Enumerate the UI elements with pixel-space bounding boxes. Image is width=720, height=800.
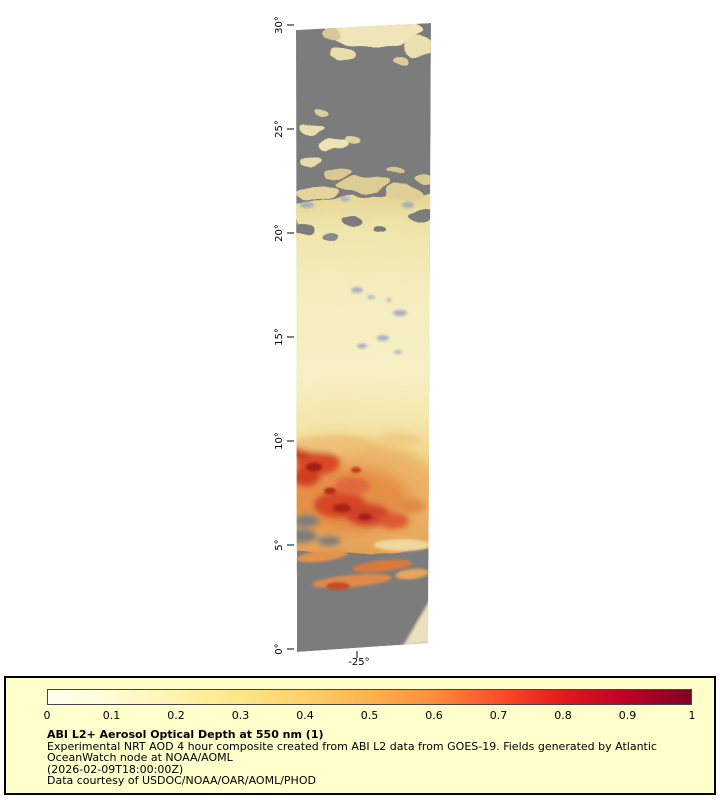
lat-tick-label-10: 10° xyxy=(273,432,285,450)
colorbar-tick-label: 0 xyxy=(43,709,51,722)
lat-tick-label-5: 5° xyxy=(273,539,285,551)
caption-panel: 0 0.1 0.2 0.3 0.4 0.5 0.6 0.7 0.8 0.9 1 … xyxy=(4,676,716,795)
colorbar-tick-label: 0.4 xyxy=(296,709,314,722)
colorbar-tick-label: 0.2 xyxy=(167,709,185,722)
colorbar-tick-label: 0.1 xyxy=(102,709,121,722)
colorbar-tick-label: 0.3 xyxy=(231,709,250,722)
caption-title: ABI L2+ Aerosol Optical Depth at 550 nm … xyxy=(47,728,324,741)
caption-line-2: OceanWatch node at NOAA/AOML xyxy=(47,751,233,764)
colorbar-tick-label: 0.5 xyxy=(360,709,379,722)
caption-text: ABI L2+ Aerosol Optical Depth at 550 nm … xyxy=(47,729,704,787)
colorbar-tick-label: 0.8 xyxy=(554,709,572,722)
lat-tick-label-25: 25° xyxy=(273,120,285,138)
axis-ticks xyxy=(287,24,358,658)
colorbar-tick-label: 1 xyxy=(688,709,696,722)
colorbar xyxy=(47,689,692,705)
map-plot xyxy=(287,23,431,658)
lon-tick-label: -25° xyxy=(348,657,370,668)
caption-timestamp: (2026-02-09T18:00:00Z) xyxy=(47,762,184,776)
lat-tick-label-0: 0° xyxy=(273,643,285,655)
colorbar-tick-label: 0.9 xyxy=(618,709,637,722)
lat-tick-label-15: 15° xyxy=(273,328,285,346)
lat-tick-label-20: 20° xyxy=(273,224,285,242)
caption-courtesy: Data courtesy of USDOC/NOAA/OAR/AOML/PHO… xyxy=(47,774,316,787)
colorbar-tick-label: 0.6 xyxy=(425,709,443,722)
caption-line-1: Experimental NRT AOD 4 hour composite cr… xyxy=(47,739,657,753)
lat-tick-label-30: 30° xyxy=(273,16,285,34)
colorbar-tick-label: 0.7 xyxy=(489,709,508,722)
aod-swath xyxy=(296,23,431,652)
colorbar-ticks: 0 0.1 0.2 0.3 0.4 0.5 0.6 0.7 0.8 0.9 1 xyxy=(43,709,696,723)
